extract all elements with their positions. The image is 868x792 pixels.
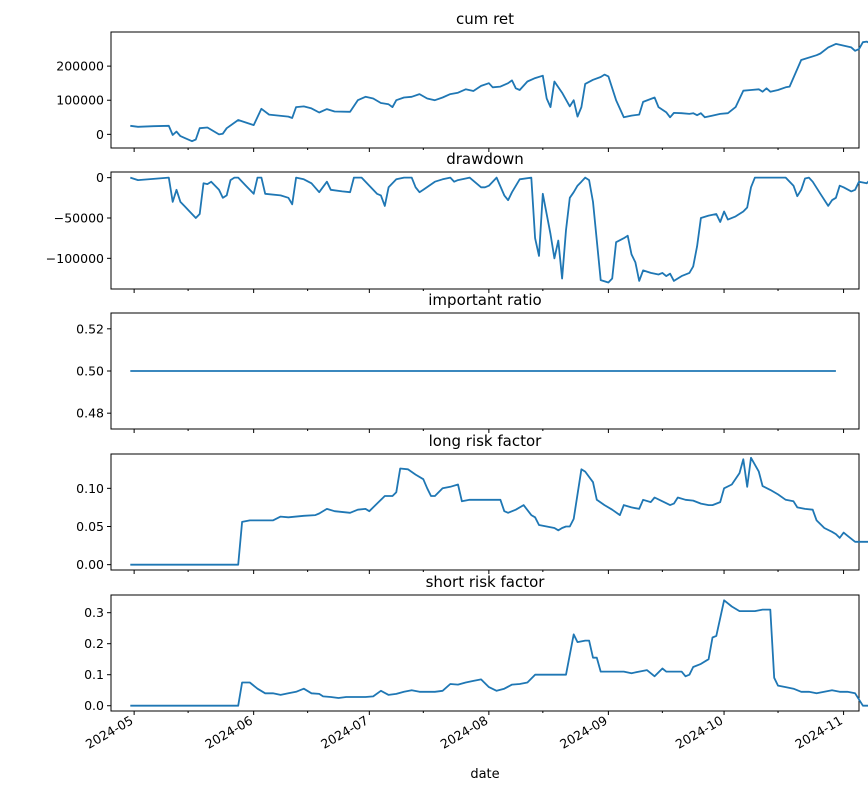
panel-3: important ratio 0.52 0.50 0.48 — [76, 291, 860, 433]
x-tick-label: 2024-07 — [318, 713, 371, 752]
x-tick-label: 2024-09 — [557, 713, 610, 752]
panel-title: important ratio — [428, 291, 541, 309]
y-tick-label: 0.1 — [84, 667, 104, 682]
y-tick-label: 0.3 — [84, 605, 104, 620]
y-tick-label: 200000 — [56, 59, 104, 74]
x-tick-label: 2024-10 — [673, 713, 726, 752]
y-tick-label: 100000 — [56, 93, 104, 108]
y-tick-label: 0 — [96, 170, 104, 185]
y-tick-label: 0 — [96, 127, 104, 142]
y-tick-label: 0.10 — [76, 481, 104, 496]
y-tick-label: 0.00 — [76, 557, 104, 572]
plot-frame — [110, 171, 860, 290]
panel-1: cum ret 0 100000 200000 — [56, 10, 868, 152]
y-tick-label: 0.48 — [76, 406, 104, 421]
y-tick-label: 0.05 — [76, 519, 104, 534]
panel-title: long risk factor — [429, 432, 543, 450]
y-tick-label: 0.2 — [84, 636, 104, 651]
y-tick-label: −100000 — [46, 251, 104, 266]
plot-frame — [110, 31, 860, 149]
x-tick-label: 2024-06 — [202, 713, 255, 752]
panel-title: drawdown — [446, 150, 524, 168]
y-tick-label: −50000 — [54, 210, 104, 225]
panel-2: drawdown 0 −50000 −100000 — [46, 150, 868, 293]
x-tick-label: 2024-05 — [83, 713, 136, 752]
panel-title: short risk factor — [426, 573, 546, 591]
series-line — [130, 40, 868, 143]
x-tick-label: 2024-11 — [792, 713, 845, 752]
y-tick-label: 0.0 — [84, 698, 104, 713]
x-axis-label: date — [470, 767, 499, 782]
panel-title: cum ret — [456, 10, 514, 28]
plot-frame — [110, 453, 860, 571]
plot-frame — [110, 594, 860, 712]
series-line — [130, 456, 868, 566]
series-line — [130, 176, 868, 284]
series-line — [130, 599, 868, 707]
x-tick-label: 2024-08 — [438, 713, 491, 752]
y-tick-label: 0.52 — [76, 321, 104, 336]
y-tick-label: 0.50 — [76, 364, 104, 379]
panel-4: long risk factor 0.10 0.05 0.00 — [76, 432, 868, 574]
